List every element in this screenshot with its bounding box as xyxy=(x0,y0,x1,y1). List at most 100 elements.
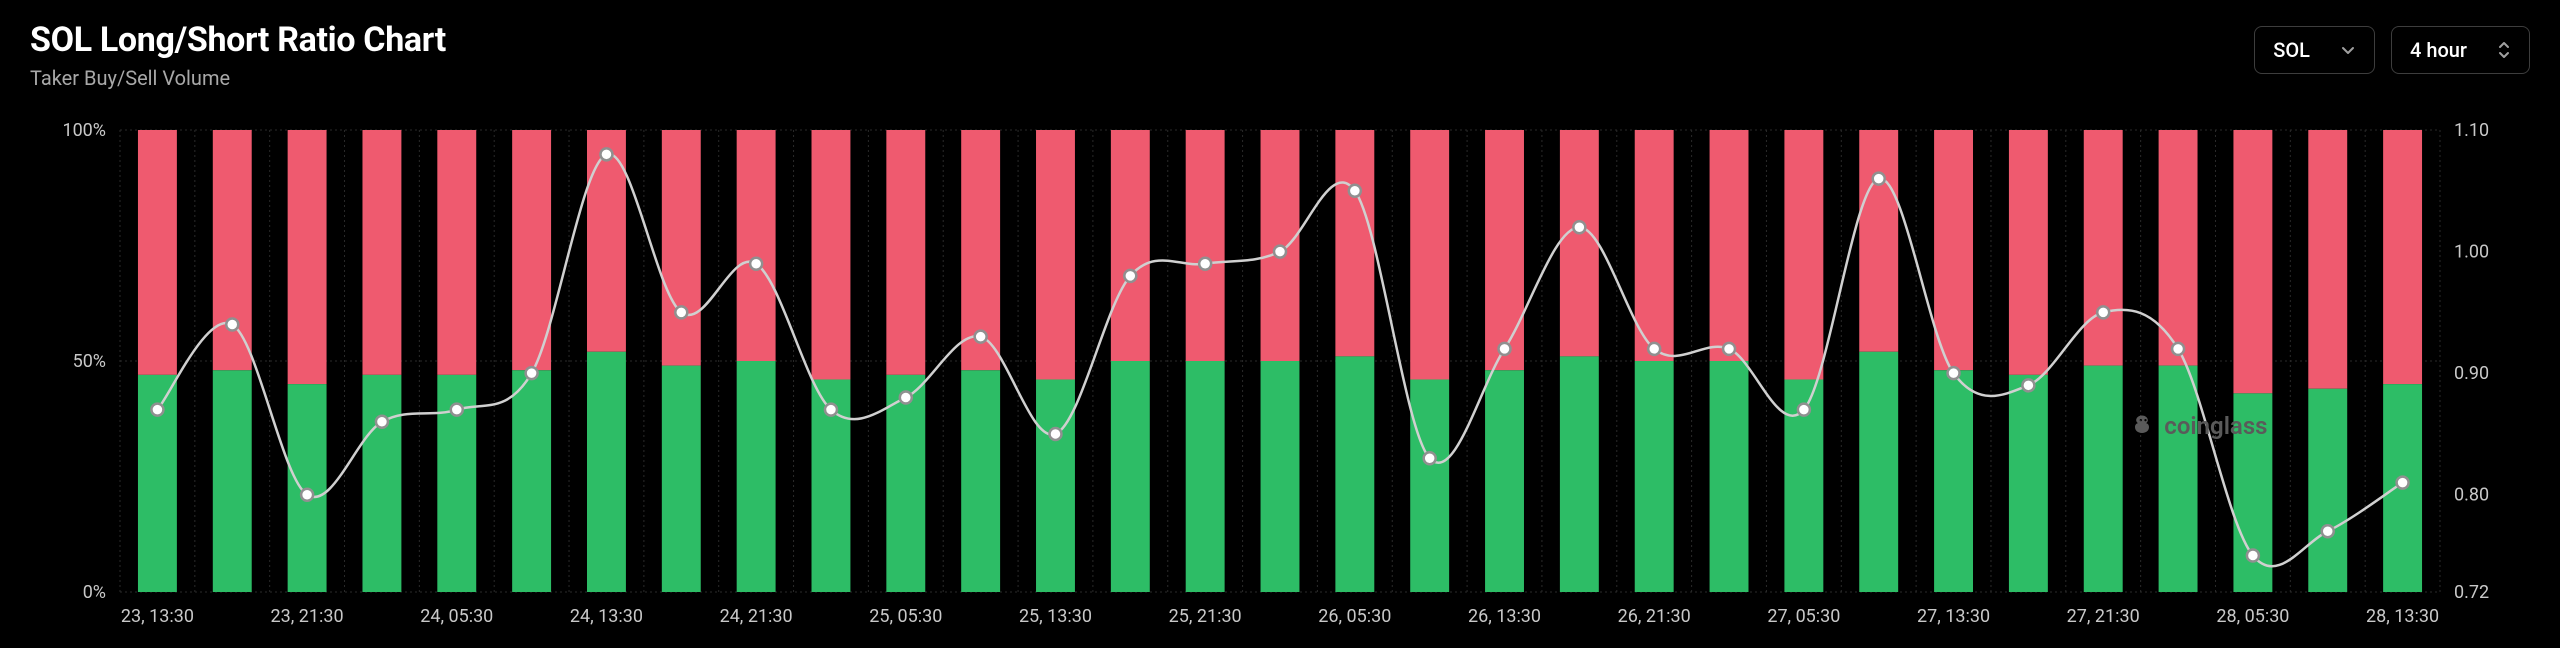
ratio-marker xyxy=(1798,404,1810,416)
short-bar xyxy=(2308,130,2347,389)
x-tick-label: 25, 13:30 xyxy=(1019,606,1092,627)
x-tick-label: 24, 13:30 xyxy=(570,606,643,627)
ratio-marker xyxy=(2172,343,2184,355)
long-bar xyxy=(512,370,551,592)
ratio-marker xyxy=(1274,246,1286,258)
short-bar xyxy=(1934,130,1973,370)
x-tick-label: 25, 05:30 xyxy=(869,606,942,627)
short-bar xyxy=(213,130,252,370)
symbol-select[interactable]: SOL xyxy=(2254,26,2375,74)
ratio-marker xyxy=(600,148,612,160)
short-bar xyxy=(1635,130,1674,361)
long-bar xyxy=(1485,370,1524,592)
interval-select-value: 4 hour xyxy=(2410,38,2467,62)
ratio-marker xyxy=(2097,306,2109,318)
y-right-tick-label: 1.00 xyxy=(2454,242,2489,263)
long-bar xyxy=(886,375,925,592)
ratio-marker xyxy=(226,319,238,331)
ratio-marker xyxy=(2247,550,2259,562)
short-bar xyxy=(1335,130,1374,356)
ratio-marker xyxy=(2022,379,2034,391)
controls: SOL 4 hour xyxy=(2254,26,2530,74)
long-bar xyxy=(1111,361,1150,592)
ratio-marker xyxy=(1873,173,1885,185)
x-tick-label: 23, 13:30 xyxy=(121,606,194,627)
long-bar xyxy=(362,375,401,592)
long-bar xyxy=(2009,375,2048,592)
page-title: SOL Long/Short Ratio Chart xyxy=(30,20,446,60)
x-tick-label: 23, 21:30 xyxy=(271,606,344,627)
y-left-tick-label: 0% xyxy=(83,582,106,603)
ratio-marker xyxy=(1199,258,1211,270)
ratio-marker xyxy=(151,404,163,416)
ratio-marker xyxy=(376,416,388,428)
ratio-marker xyxy=(451,404,463,416)
short-bar xyxy=(2084,130,2123,366)
short-bar xyxy=(886,130,925,375)
x-tick-label: 26, 05:30 xyxy=(1318,606,1391,627)
ratio-marker xyxy=(975,331,987,343)
short-bar xyxy=(1859,130,1898,352)
long-bar xyxy=(737,361,776,592)
interval-select[interactable]: 4 hour xyxy=(2391,26,2530,74)
y-left-tick-label: 100% xyxy=(62,120,106,141)
short-bar xyxy=(1111,130,1150,361)
ratio-marker xyxy=(1349,185,1361,197)
x-tick-label: 24, 21:30 xyxy=(720,606,793,627)
short-bar xyxy=(1710,130,1749,361)
long-bar xyxy=(662,366,701,592)
short-bar xyxy=(1410,130,1449,379)
short-bar xyxy=(512,130,551,370)
short-bar xyxy=(2233,130,2272,393)
x-tick-label: 25, 21:30 xyxy=(1169,606,1242,627)
short-bar xyxy=(812,130,851,379)
page-subtitle: Taker Buy/Sell Volume xyxy=(30,66,446,90)
short-bar xyxy=(362,130,401,375)
app-root: SOL Long/Short Ratio Chart Taker Buy/Sel… xyxy=(0,0,2560,648)
long-bar xyxy=(961,370,1000,592)
ratio-marker xyxy=(825,404,837,416)
short-bar xyxy=(1036,130,1075,379)
ratio-marker xyxy=(2397,477,2409,489)
ratio-marker xyxy=(900,391,912,403)
ratio-marker xyxy=(1573,221,1585,233)
ratio-marker xyxy=(1499,343,1511,355)
long-bar xyxy=(1560,356,1599,592)
short-bar xyxy=(2383,130,2422,384)
long-bar xyxy=(1635,361,1674,592)
x-tick-label: 28, 05:30 xyxy=(2216,606,2289,627)
x-tick-label: 27, 13:30 xyxy=(1917,606,1990,627)
title-block: SOL Long/Short Ratio Chart Taker Buy/Sel… xyxy=(30,20,446,90)
short-bar xyxy=(1485,130,1524,370)
short-bar xyxy=(288,130,327,384)
y-right-tick-label: 0.80 xyxy=(2454,485,2489,506)
long-bar xyxy=(1934,370,1973,592)
short-bar xyxy=(2009,130,2048,375)
y-right-tick-label: 0.90 xyxy=(2454,363,2489,384)
short-bar xyxy=(1186,130,1225,361)
long-bar xyxy=(1710,361,1749,592)
x-tick-label: 26, 13:30 xyxy=(1468,606,1541,627)
sort-updown-icon xyxy=(2497,40,2511,60)
chevron-down-icon xyxy=(2340,42,2356,58)
ratio-marker xyxy=(301,489,313,501)
y-right-tick-label: 1.10 xyxy=(2454,120,2489,141)
x-tick-label: 27, 05:30 xyxy=(1767,606,1840,627)
ratio-marker xyxy=(2322,525,2334,537)
y-right-tick-label: 0.72 xyxy=(2454,582,2489,603)
long-bar xyxy=(213,370,252,592)
ratio-marker xyxy=(1124,270,1136,282)
short-bar xyxy=(437,130,476,375)
long-bar xyxy=(2308,389,2347,592)
long-bar xyxy=(1335,356,1374,592)
chart-container: 0%50%100%0.720.800.901.001.1023, 13:3023… xyxy=(30,100,2530,638)
long-bar xyxy=(1859,352,1898,592)
short-bar xyxy=(1784,130,1823,379)
ratio-marker xyxy=(1424,452,1436,464)
long-bar xyxy=(1261,361,1300,592)
ratio-marker xyxy=(1723,343,1735,355)
ratio-marker xyxy=(750,258,762,270)
ratio-marker xyxy=(675,306,687,318)
ratio-marker xyxy=(1648,343,1660,355)
short-bar xyxy=(662,130,701,366)
